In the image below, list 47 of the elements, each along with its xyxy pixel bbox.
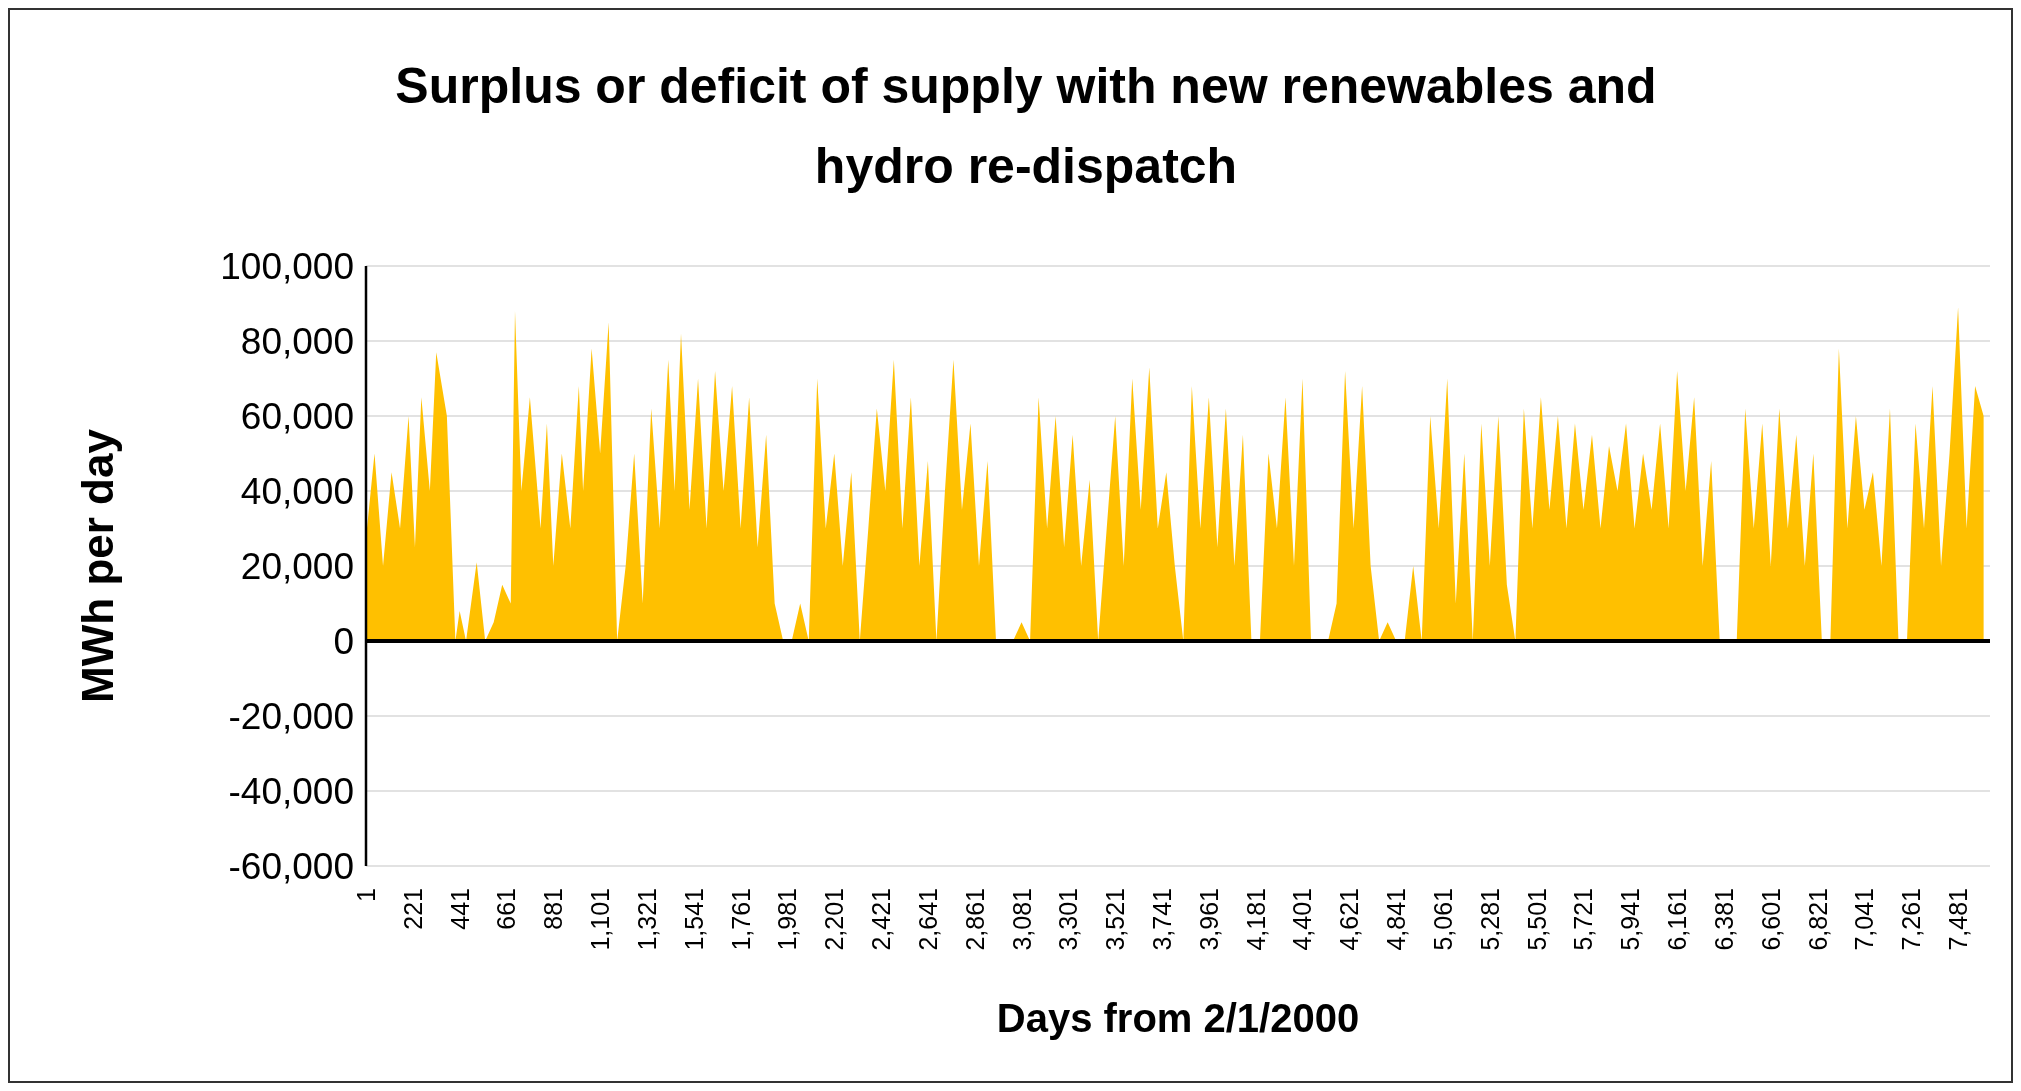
x-tick-label: 661 [492, 888, 521, 930]
x-tick-label: 1,761 [726, 888, 755, 951]
x-tick-label: 2,641 [913, 888, 942, 951]
x-tick-label: 441 [445, 888, 474, 930]
x-tick-label: 2,421 [867, 888, 896, 951]
y-tick-label: 60,000 [240, 395, 354, 437]
x-tick-label: 1 [351, 888, 380, 902]
x-tick-label: 4,401 [1288, 888, 1317, 951]
x-tick-label: 3,521 [1101, 888, 1130, 951]
x-tick-label: 2,201 [820, 888, 849, 951]
y-tick-label: 40,000 [240, 470, 354, 512]
x-tick-label: 1,101 [586, 888, 615, 951]
y-tick-label: 100,000 [220, 245, 354, 287]
x-tick-label: 5,281 [1475, 888, 1504, 951]
x-tick-label: 6,821 [1803, 888, 1832, 951]
x-tick-label: 881 [539, 888, 568, 930]
x-tick-label: 5,941 [1616, 888, 1645, 951]
x-tick-label: 5,501 [1522, 888, 1551, 951]
y-tick-label: 20,000 [240, 545, 354, 587]
chart-title: Surplus or deficit of supply with new renewables and hydro re-dispatch [395, 58, 1657, 194]
x-tick-label: 6,381 [1709, 888, 1738, 951]
x-tick-label: 1,981 [773, 888, 802, 951]
y-tick-label: -60,000 [228, 845, 354, 887]
y-tick-label: 0 [333, 620, 354, 662]
x-tick-label: 4,181 [1241, 888, 1270, 951]
x-tick-label: 5,061 [1428, 888, 1457, 951]
x-axis-title: Days from 2/1/2000 [996, 996, 1360, 1040]
y-tick-label: -20,000 [228, 695, 354, 737]
x-tick-label: 6,601 [1756, 888, 1785, 951]
x-tick-label: 4,621 [1335, 888, 1364, 951]
x-tick-label: 3,301 [1054, 888, 1083, 951]
x-tick-label: 7,041 [1850, 888, 1879, 951]
x-tick-label: 7,481 [1944, 888, 1973, 951]
x-tick-label: 5,721 [1569, 888, 1598, 951]
x-tick-label: 3,741 [1148, 888, 1176, 951]
x-tick-label: 1,541 [679, 888, 708, 951]
x-tick-label: 3,961 [1194, 888, 1223, 951]
x-tick-label: 221 [398, 888, 427, 930]
x-tick-label: 6,161 [1663, 888, 1692, 951]
x-tick-label: 4,841 [1382, 888, 1411, 951]
x-tick-label: 7,261 [1897, 888, 1926, 951]
y-tick-label: 80,000 [240, 320, 354, 362]
x-tick-label: 3,081 [1007, 888, 1036, 951]
x-tick-label: 2,861 [960, 888, 989, 951]
y-tick-label: -40,000 [228, 770, 354, 812]
y-axis-title: MWh per day [73, 428, 122, 703]
x-tick-label: 1,321 [632, 888, 661, 951]
